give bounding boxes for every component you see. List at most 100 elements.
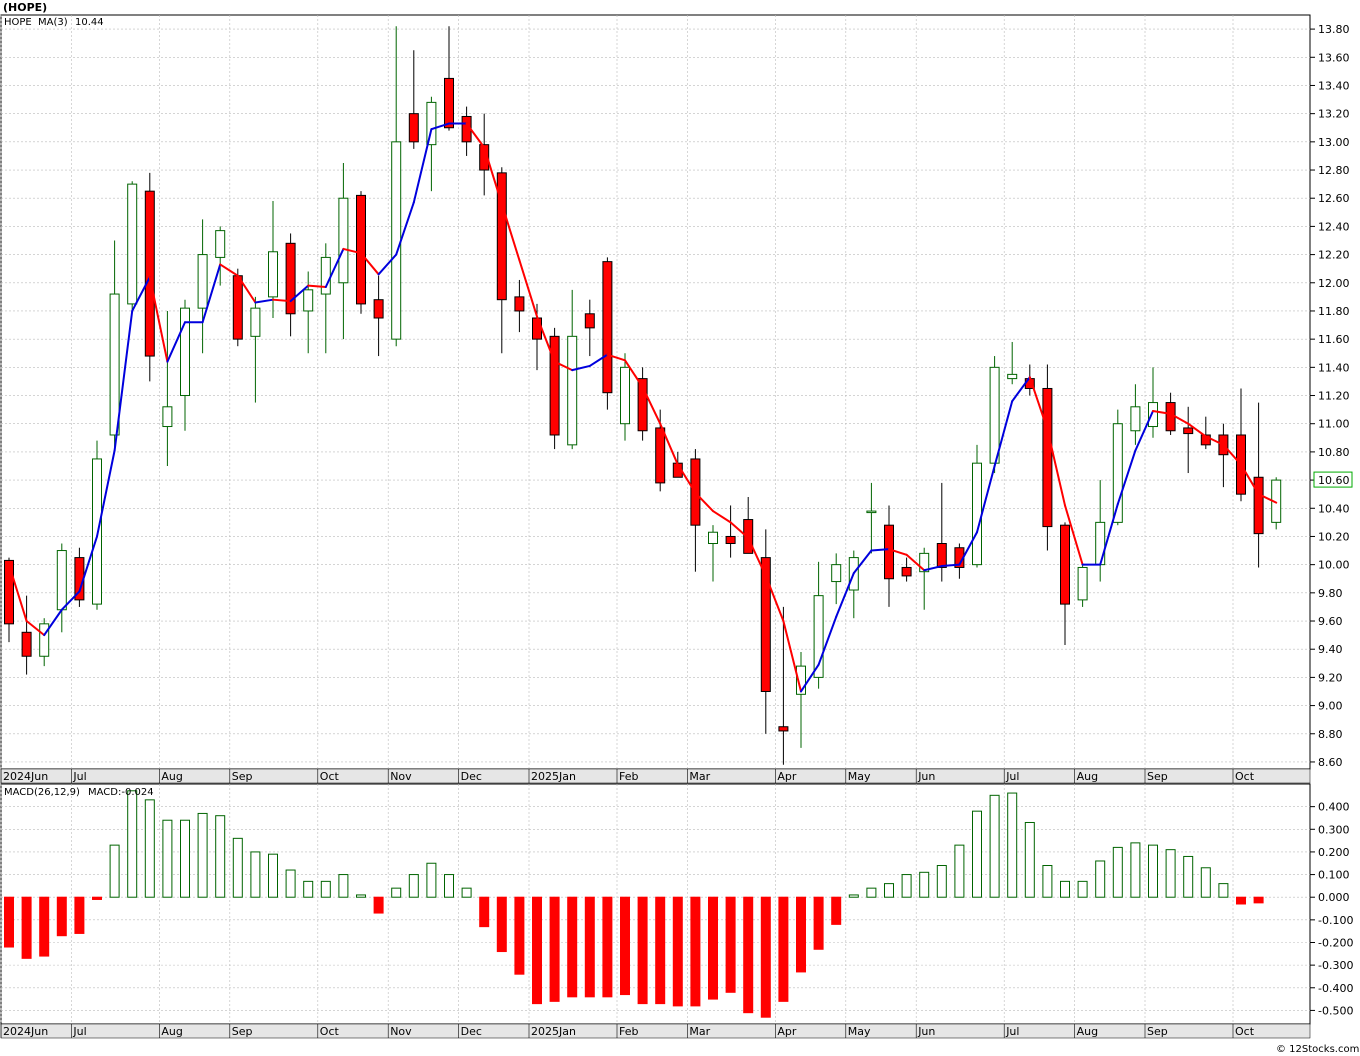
macd-xaxis-label: Jul <box>72 1025 86 1038</box>
macd-bar <box>1236 896 1246 905</box>
candle-body <box>919 552 930 573</box>
macd-xaxis-label: 2024Jun <box>3 1025 48 1038</box>
ma-segment <box>905 553 926 572</box>
candle-body <box>549 335 560 436</box>
price-xaxis-label: May <box>848 770 871 783</box>
ma-segment <box>307 284 327 289</box>
ma-segment <box>1204 435 1225 446</box>
candle-body <box>215 230 226 258</box>
candle-body <box>831 564 842 583</box>
ma-segment <box>553 360 574 372</box>
candle-body <box>1130 406 1141 432</box>
macd-bar <box>901 874 912 898</box>
candle-body <box>778 726 789 732</box>
macd-bar <box>690 896 701 1007</box>
candle-body <box>584 313 595 329</box>
ma-segment <box>1152 410 1172 415</box>
price-xaxis-label: Jul <box>1005 770 1019 783</box>
price-tick-label: 10.80 <box>1318 446 1350 459</box>
macd-xaxis-label: Feb <box>619 1025 638 1038</box>
ma-segment <box>518 259 538 318</box>
macd-bar <box>320 880 331 898</box>
price-tick-label: 13.60 <box>1318 51 1350 64</box>
ma-segment <box>1187 422 1207 438</box>
price-xaxis-label: Apr <box>777 770 797 783</box>
candle-body <box>56 550 67 611</box>
macd-bar <box>21 896 32 959</box>
macd-bar <box>56 896 67 937</box>
candle-body <box>1007 373 1018 380</box>
candle-body <box>127 183 138 305</box>
candle-body <box>444 77 454 129</box>
macd-axis: 0.400 0.300 0.200 0.100 0.000 -0.100 -0.200 -0.… <box>1310 801 1353 1017</box>
ma-segment <box>377 253 398 276</box>
macd-bar <box>760 896 771 1018</box>
ma-segment <box>1222 443 1242 466</box>
price-xaxis-label: Feb <box>619 770 638 783</box>
ma-segment <box>641 386 662 425</box>
ma-segment <box>500 202 521 262</box>
candle-body <box>109 293 120 436</box>
macd-bar <box>338 874 349 898</box>
candle-body <box>514 296 525 312</box>
macd-bar <box>496 896 507 953</box>
price-xaxis-label: Jun <box>917 770 935 783</box>
ma-segment <box>412 128 433 204</box>
candle-body <box>725 535 736 545</box>
macd-xaxis: 2024Jun Jul Aug Sep Oct Nov Dec 2025Jan Feb Mar Ap… <box>0 1024 1255 1038</box>
candle-body <box>39 623 50 657</box>
macd-bar <box>884 883 894 898</box>
candle-body <box>285 242 296 315</box>
macd-legend-label: MACD(26,12,9) <box>4 787 80 798</box>
candle-body <box>373 299 384 319</box>
macd-bar <box>1112 846 1123 898</box>
candle-body <box>637 378 648 432</box>
watermark: © 12Stocks.com <box>1276 1044 1359 1055</box>
price-tick-label: 11.80 <box>1318 305 1350 318</box>
price-xaxis-label: 2025Jan <box>531 770 576 783</box>
macd-bar <box>866 887 877 898</box>
ma-segment <box>1169 412 1190 425</box>
candle-body <box>602 261 613 394</box>
macd-bar <box>708 896 718 1000</box>
macd-bar <box>655 896 666 1005</box>
ma-segment <box>1099 503 1119 566</box>
macd-bar <box>549 896 560 1002</box>
candle-body <box>1253 476 1264 535</box>
macd-tick-label: 0.400 <box>1318 801 1350 814</box>
macd-bar <box>461 887 472 898</box>
ma-segment <box>465 122 486 149</box>
ma-segment <box>96 449 116 538</box>
macd-tick-label: 0.200 <box>1318 846 1350 859</box>
legend-ma-value: 10.44 <box>75 17 104 28</box>
macd-bar <box>1130 842 1141 898</box>
ma-segment <box>360 252 380 276</box>
candle-body <box>232 275 243 340</box>
candle-body <box>1077 566 1088 601</box>
price-xaxis-label: Sep <box>1147 770 1168 783</box>
macd-bar <box>620 896 630 996</box>
legend-symbol: HOPE <box>4 17 32 28</box>
price-tick-label: 12.80 <box>1318 164 1350 177</box>
ma-segment <box>1240 463 1260 496</box>
macd-grid <box>0 784 1310 1024</box>
macd-xaxis-label: Dec <box>461 1025 482 1038</box>
macd-legend-value: MACD:-0.024 <box>88 787 154 798</box>
macd-bar <box>232 837 243 898</box>
ma-segment <box>940 563 961 568</box>
candle-body <box>250 307 261 337</box>
macd-bar <box>1007 792 1018 898</box>
ma-segment <box>131 276 151 312</box>
ma-segment <box>852 549 873 575</box>
candle-body <box>1148 402 1158 428</box>
macd-bar <box>479 896 490 928</box>
price-tick-label: 11.60 <box>1318 333 1350 346</box>
ma-segment <box>1011 376 1031 403</box>
ma-segment <box>289 284 310 303</box>
macd-bar <box>1200 867 1211 898</box>
candle-body <box>426 101 437 146</box>
macd-bar <box>1183 855 1194 898</box>
ma-segment <box>870 548 890 552</box>
ma-segment <box>835 572 855 618</box>
ma-segment <box>712 510 732 524</box>
